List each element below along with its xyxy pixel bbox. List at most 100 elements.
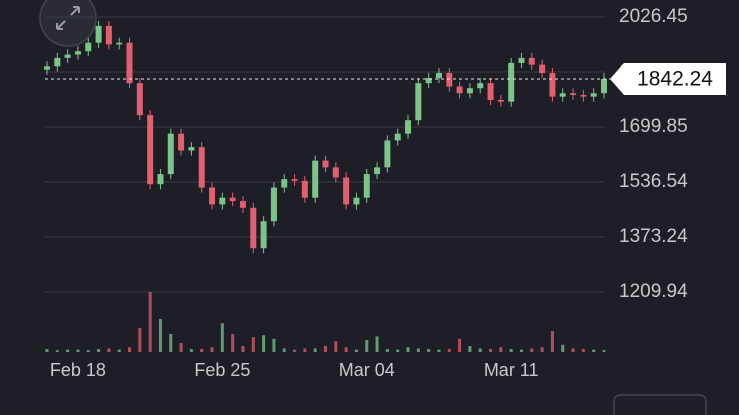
candle-body <box>549 73 556 97</box>
volume-bar <box>313 348 317 352</box>
candle-body <box>44 66 50 70</box>
volume-bar <box>262 335 266 352</box>
volume-bar <box>66 349 70 352</box>
last-price-box <box>610 63 726 96</box>
last-price-label: 1842.24 <box>637 68 713 91</box>
candle-body <box>198 147 205 188</box>
volume-bar <box>489 349 493 352</box>
candle-body <box>425 78 432 84</box>
candle-body <box>332 167 339 178</box>
volume-bar <box>416 348 420 352</box>
volume-bar <box>530 348 534 352</box>
candle-body <box>539 64 546 74</box>
candle-body <box>559 93 566 97</box>
volume-bar <box>592 349 596 352</box>
volume-bar <box>396 349 400 352</box>
volume-bar <box>324 346 327 352</box>
candle-body <box>126 42 133 84</box>
volume-bar <box>241 346 245 352</box>
volume-bar <box>169 334 173 352</box>
candle-body <box>85 42 92 52</box>
candle-body <box>466 88 473 94</box>
candle-body <box>363 174 370 198</box>
volume-bar <box>231 334 235 352</box>
volume-bar <box>86 350 90 352</box>
x-tick-label: Mar 11 <box>484 360 539 380</box>
volume-bar <box>272 338 276 352</box>
candle-body <box>291 179 298 181</box>
candle-body <box>74 51 81 55</box>
candle-body <box>497 99 504 102</box>
expand-button[interactable] <box>39 0 97 47</box>
candle-body <box>456 86 463 94</box>
candle-body <box>343 177 350 205</box>
volume-bar <box>427 349 431 352</box>
volume-bar <box>200 349 204 352</box>
candle-body <box>446 73 453 87</box>
candle-body <box>394 133 401 141</box>
volume-bar <box>447 349 451 352</box>
candle-body <box>415 83 422 121</box>
volume-bar <box>354 349 358 352</box>
candle-body <box>250 207 257 249</box>
candle-body <box>405 120 412 134</box>
candle-body <box>601 79 607 94</box>
candle-body <box>477 83 484 89</box>
expand-circle[interactable] <box>39 0 97 47</box>
volume-bar <box>189 349 193 352</box>
candle-body <box>312 160 319 198</box>
candle-body <box>353 197 360 205</box>
volume-bar <box>478 348 482 352</box>
candle-body <box>239 201 246 208</box>
volume-bar <box>293 349 297 352</box>
volume-bar <box>138 328 142 352</box>
candle-body <box>528 57 535 65</box>
volume-bar <box>385 349 389 352</box>
candle-body <box>178 133 185 151</box>
volume-bar <box>550 331 554 352</box>
y-tick-label: 1699.85 <box>619 116 688 137</box>
expand-icon[interactable] <box>56 6 80 30</box>
candle-body <box>167 133 174 175</box>
candle-body <box>147 115 154 185</box>
candle-body <box>590 93 597 97</box>
x-tick-label: Feb 18 <box>50 360 106 380</box>
candle-body <box>518 57 525 63</box>
candle-body <box>270 187 277 222</box>
candle-body <box>157 174 164 185</box>
volume-bar <box>179 343 183 352</box>
volume-bar <box>571 348 575 352</box>
x-tick-label: Feb 25 <box>194 360 250 380</box>
volume-bar <box>251 337 255 352</box>
volume-bar <box>499 347 503 352</box>
control-box[interactable] <box>613 394 707 415</box>
candle-body <box>116 42 123 45</box>
volume-bar <box>76 349 80 352</box>
volume-bar <box>97 349 101 352</box>
candle-body <box>219 197 226 205</box>
volume-bar <box>282 348 286 352</box>
candle-body <box>322 160 329 168</box>
candle-body <box>95 25 102 43</box>
volume-bar <box>375 336 379 352</box>
volume-bar <box>220 323 224 352</box>
candle-body <box>209 187 216 205</box>
volume-bar <box>45 349 49 352</box>
candle-body <box>487 83 494 100</box>
candle-body <box>580 94 587 97</box>
candle-body <box>229 197 236 202</box>
volume-bar <box>437 349 441 352</box>
y-tick-label: 1536.54 <box>619 171 688 192</box>
volume-bar <box>334 341 338 352</box>
candle-body <box>301 180 308 198</box>
volume-bar <box>107 348 111 352</box>
candle-body <box>188 147 195 151</box>
y-tick-label: 2026.45 <box>619 6 688 27</box>
candle-body <box>260 221 267 249</box>
volume-bar <box>509 349 513 352</box>
candle-body <box>105 25 112 45</box>
volume-bar <box>540 347 544 352</box>
plot: 2026.451863.151699.851536.541373.241209.… <box>44 6 726 380</box>
